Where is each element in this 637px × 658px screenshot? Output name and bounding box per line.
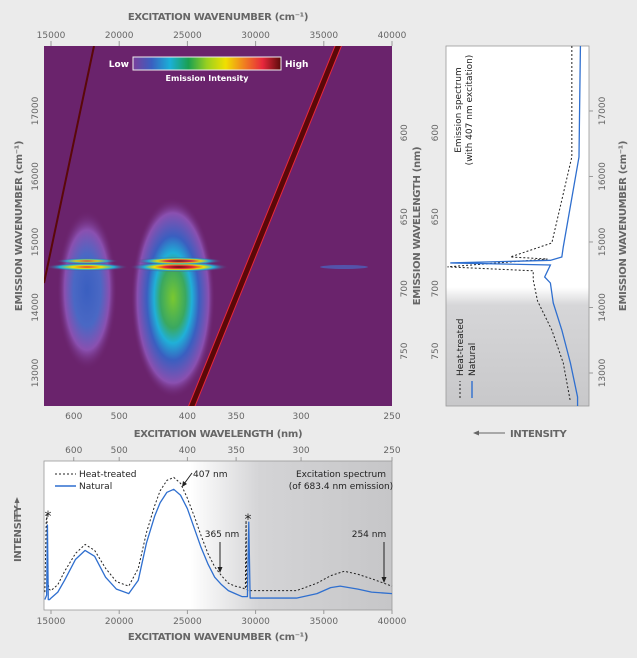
excitation-series-natural [44, 488, 393, 601]
annotation-365nm: 365 nm [205, 530, 240, 540]
emission-spectrum-panel: Emission spectrum (with 407 nm excitatio… [431, 45, 629, 440]
annotation-407nm: 407 nm [193, 470, 228, 480]
tick-label: 350 [228, 446, 245, 456]
tick-label: 250 [383, 412, 400, 422]
asterisk-marker: * [245, 512, 252, 528]
colorbar [132, 56, 282, 71]
rayleigh-scatter-line [189, 46, 341, 406]
arrow-down-icon [217, 567, 223, 573]
tick-label: 750 [431, 342, 441, 359]
emission-title-line2: (with 407 nm excitation) [465, 55, 475, 166]
colorbar-low-label: Low [109, 60, 129, 70]
emission-series-heat-treated [447, 46, 573, 402]
tick-label: 17000 [598, 96, 608, 125]
tick-label: 600 [65, 412, 82, 422]
emission-title-line1: Emission spectrum [454, 67, 464, 153]
excitation-spectrum-panel: Heat-treated Natural Excitation spectrum… [13, 446, 407, 643]
heatmap-band-254nm [320, 265, 368, 269]
tick-label: 40000 [378, 31, 407, 41]
legend-heat-treated-label: Heat-treated [79, 470, 136, 480]
excitation-plot-area [43, 460, 393, 611]
heatmap-left-axis-title: EMISSION WAVENUMBER (cm⁻¹) [14, 141, 25, 311]
heatmap-right-axis-title: EMISSION WAVELENGTH (nm) [412, 147, 423, 306]
tick-label: 40000 [378, 617, 407, 627]
tick-label: 250 [383, 446, 400, 456]
excitation-x-axis-title: EXCITATION WAVENUMBER (cm⁻¹) [128, 632, 308, 643]
heatmap-band [55, 258, 119, 264]
tick-label: 15000 [598, 227, 608, 256]
tick-label: 700 [400, 280, 410, 297]
tick-label: 400 [179, 446, 196, 456]
emission-x-axis-title: INTENSITY [510, 429, 567, 440]
tick-label: 15000 [31, 227, 41, 256]
excitation-y-axis-title: INTENSITY [13, 505, 24, 562]
tick-label: 14000 [598, 293, 608, 322]
tick-label: 25000 [173, 31, 202, 41]
tick-label: 25000 [173, 617, 202, 627]
tick-label: 750 [400, 342, 410, 359]
tick-label: 600 [431, 124, 441, 141]
arrow-down-icon [381, 577, 387, 583]
tick-label: 14000 [31, 293, 41, 322]
annotation-407nm-arrow [183, 472, 193, 485]
tick-label: 13000 [598, 358, 608, 387]
colorbar-label: Emission Intensity [166, 74, 250, 83]
colorbar-high-label: High [285, 60, 308, 70]
excitation-title-line1: Excitation spectrum [296, 470, 386, 480]
tick-label: 16000 [31, 162, 41, 191]
tick-label: 650 [400, 208, 410, 225]
excitation-series-heat-treated [44, 476, 393, 593]
heatmap-panel: Low High Emission Intensity EXCITATION W… [14, 12, 423, 440]
tick-label: 500 [111, 412, 128, 422]
tick-label: 500 [111, 446, 128, 456]
second-order-scatter-line [44, 46, 95, 284]
legend-natural-label: Natural [468, 343, 478, 376]
annotation-254nm: 254 nm [352, 530, 387, 540]
tick-label: 30000 [241, 617, 270, 627]
tick-label: 35000 [309, 617, 338, 627]
tick-label: 350 [228, 412, 245, 422]
heatmap-top-axis-title: EXCITATION WAVENUMBER (cm⁻¹) [128, 12, 308, 23]
emission-plot-area [445, 45, 590, 407]
tick-label: 600 [65, 446, 82, 456]
tick-label: 400 [179, 412, 196, 422]
tick-label: 35000 [309, 31, 338, 41]
heatmap-blob-407nm [131, 198, 215, 398]
excitation-title-line2: (of 683.4 nm emission) [289, 482, 393, 492]
tick-label: 300 [292, 412, 309, 422]
tick-label: 20000 [105, 31, 134, 41]
tick-label: 15000 [37, 617, 66, 627]
legend-heat-treated-label: Heat-treated [456, 319, 466, 376]
heatmap-band [135, 257, 223, 265]
tick-label: 20000 [105, 617, 134, 627]
tick-label: 600 [400, 124, 410, 141]
tick-label: 17000 [31, 96, 41, 125]
emission-right-axis-title: EMISSION WAVENUMBER (cm⁻¹) [618, 141, 629, 311]
heatmap-band [129, 262, 229, 272]
emission-series-natural [450, 45, 582, 406]
tick-label: 650 [431, 208, 441, 225]
arrow-icon [182, 481, 187, 487]
arrow-up-icon [14, 497, 20, 503]
heatmap-bottom-axis-title: EXCITATION WAVELENGTH (nm) [134, 429, 303, 440]
tick-label: 30000 [241, 31, 270, 41]
tick-label: 700 [431, 280, 441, 297]
heatmap-band [45, 263, 129, 271]
heatmap-blob-580nm [57, 210, 117, 370]
tick-label: 13000 [31, 358, 41, 387]
tick-label: 15000 [37, 31, 66, 41]
asterisk-marker: * [45, 509, 52, 525]
tick-label: 300 [292, 446, 309, 456]
legend-natural-label: Natural [79, 482, 112, 492]
arrow-left-icon [473, 430, 479, 436]
tick-label: 16000 [598, 162, 608, 191]
